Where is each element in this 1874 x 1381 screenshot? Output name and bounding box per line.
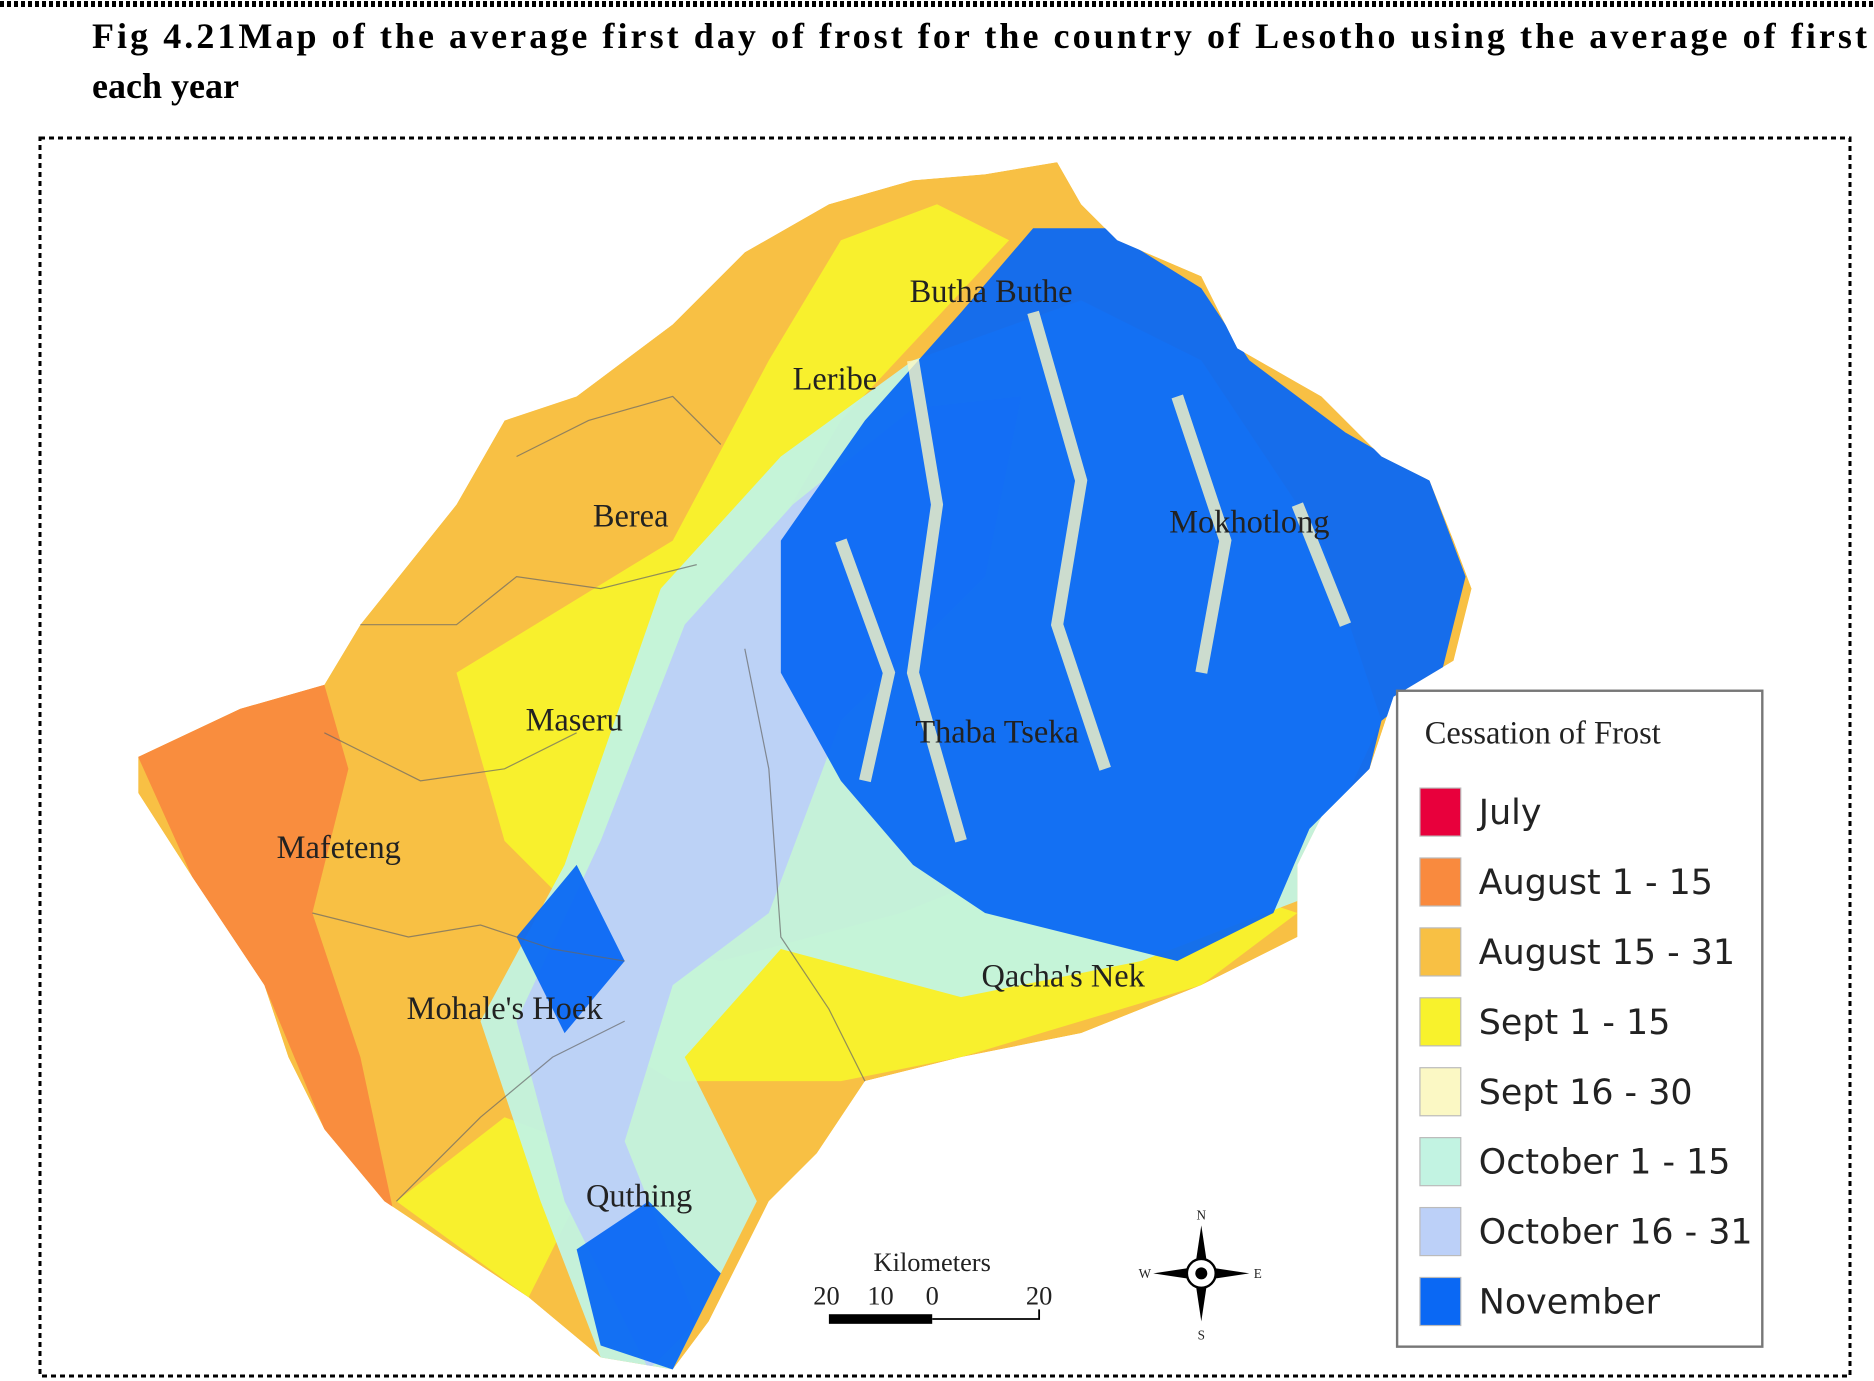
compass-label: W [1139, 1266, 1152, 1281]
zone-streak [835, 538, 896, 783]
district-label: Mafeteng [277, 830, 401, 866]
district-label: Butha Buthe [910, 274, 1073, 310]
zone-streak [1291, 502, 1352, 627]
map-frame [38, 136, 1852, 1378]
district-border [360, 564, 697, 626]
legend-swatch [1419, 927, 1462, 977]
legend-label: October 16 - 31 [1479, 1213, 1753, 1253]
zone-streak [1027, 310, 1111, 771]
scale-title: Kilometers [874, 1247, 991, 1277]
district-label: Mohale's Hoek [407, 991, 604, 1027]
district-label: Mokhotlong [1169, 504, 1329, 540]
zone [576, 1201, 721, 1370]
legend-swatch [1419, 1137, 1462, 1187]
compass-label: E [1254, 1266, 1262, 1281]
district-label: Thaba Tseka [915, 715, 1079, 751]
district-label: Leribe [793, 361, 878, 397]
map: Butha Buthe Leribe Berea Mokhotlong Maseru Th… [138, 162, 1764, 1370]
scale-tick-label: 20 [813, 1281, 839, 1311]
district-border [516, 395, 722, 458]
caption-line: each year [92, 66, 239, 106]
zone [138, 684, 397, 1226]
district-label: Qacha's Nek [981, 958, 1145, 994]
district-border [396, 1020, 625, 1202]
compass-label: N [1197, 1207, 1207, 1222]
legend-swatch [1419, 1206, 1462, 1257]
compass-label: S [1198, 1327, 1205, 1342]
legend-title: Cessation of Frost [1425, 716, 1661, 752]
district-border [744, 648, 866, 1082]
district-label: Berea [593, 498, 669, 534]
frost-zones [138, 162, 1472, 1370]
scale-bar [932, 1309, 1041, 1320]
legend-swatch [1419, 1276, 1462, 1327]
zone [516, 864, 625, 1034]
legend-swatch [1419, 857, 1462, 907]
legend-label: July [1477, 793, 1542, 833]
zone-streak [1171, 394, 1232, 674]
district-label: Quthing [586, 1178, 692, 1214]
compass [1195, 1267, 1208, 1280]
legend-swatch [1419, 787, 1462, 837]
legend-label: August 15 - 31 [1479, 933, 1735, 973]
legend-swatch [1419, 1067, 1462, 1117]
scale-bar [828, 1314, 933, 1324]
zone-streak [906, 359, 967, 843]
district-border [324, 732, 577, 782]
scale-tick-label: 10 [867, 1281, 893, 1311]
legend-label: Sept 16 - 30 [1479, 1073, 1693, 1113]
scale-tick-label: 20 [1026, 1281, 1052, 1311]
scale-tick-label: 0 [926, 1281, 939, 1311]
zone [780, 228, 1466, 962]
legend-label: November [1479, 1283, 1661, 1323]
district-label: Maseru [526, 703, 623, 739]
legend-label: August 1 - 15 [1479, 863, 1713, 903]
legend-swatch [1419, 997, 1462, 1047]
legend-label: Sept 1 - 15 [1479, 1003, 1671, 1043]
legend-label: October 1 - 15 [1479, 1143, 1731, 1183]
caption-line: Fig 4.21Map of the average first day of … [92, 16, 1867, 56]
district-border [312, 912, 625, 962]
